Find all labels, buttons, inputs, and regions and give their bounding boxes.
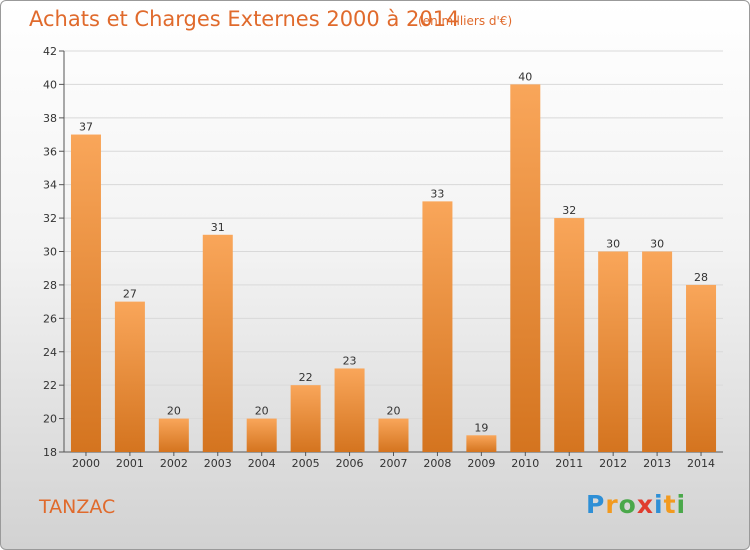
chart-title: Achats et Charges Externes 2000 à 2014 xyxy=(29,7,460,31)
x-tick-label: 2013 xyxy=(643,457,671,470)
bar xyxy=(686,284,717,452)
x-tick-label: 2006 xyxy=(336,457,364,470)
bar xyxy=(466,435,497,452)
bar xyxy=(422,201,453,452)
bar xyxy=(70,134,101,452)
logo-letter: P xyxy=(586,490,606,519)
bar-value-label: 20 xyxy=(387,405,401,418)
logo-letter: t xyxy=(663,490,677,519)
bar-value-label: 20 xyxy=(167,405,181,418)
bar-value-label: 31 xyxy=(211,221,225,234)
bar-value-label: 33 xyxy=(430,187,444,200)
y-tick-label: 32 xyxy=(43,212,57,225)
bar-value-label: 23 xyxy=(343,354,357,367)
x-tick-label: 2001 xyxy=(116,457,144,470)
bars xyxy=(70,84,717,453)
logo-letter: i xyxy=(654,490,664,519)
bar xyxy=(246,418,277,452)
y-tick-label: 20 xyxy=(43,413,57,426)
y-tick-label: 28 xyxy=(43,279,57,292)
x-tick-label: 2005 xyxy=(292,457,320,470)
bar-value-label: 40 xyxy=(518,70,532,83)
bar-value-label: 19 xyxy=(474,421,488,434)
x-tick-label: 2010 xyxy=(511,457,539,470)
x-tick-label: 2003 xyxy=(204,457,232,470)
bar-value-label: 28 xyxy=(694,271,708,284)
chart-subtitle: (en milliers d'€) xyxy=(418,14,513,28)
bar xyxy=(554,218,585,452)
bar xyxy=(290,385,321,452)
bar-value-label: 37 xyxy=(79,121,93,134)
y-tick-label: 34 xyxy=(43,179,57,192)
bar-value-label: 27 xyxy=(123,288,137,301)
x-tick-label: 2002 xyxy=(160,457,188,470)
y-tick-label: 22 xyxy=(43,379,57,392)
proxiti-logo[interactable]: Proxiti xyxy=(586,490,686,519)
x-tick-label: 2009 xyxy=(467,457,495,470)
bar-value-label: 20 xyxy=(255,405,269,418)
bar-value-label: 30 xyxy=(650,238,664,251)
bar xyxy=(378,418,409,452)
x-tick-label: 2008 xyxy=(423,457,451,470)
logo-letter: r xyxy=(605,490,619,519)
bar xyxy=(334,368,365,452)
bar xyxy=(158,418,189,452)
logo-letter: o xyxy=(618,490,637,519)
y-tick-label: 18 xyxy=(43,446,57,459)
x-tick-label: 2004 xyxy=(248,457,276,470)
bar xyxy=(202,234,233,452)
bar xyxy=(114,301,145,452)
y-tick-label: 24 xyxy=(43,346,57,359)
commune-name: TANZAC xyxy=(39,496,116,518)
y-tick-label: 40 xyxy=(43,78,57,91)
bar-value-label: 22 xyxy=(299,371,313,384)
labels: 18 20 22 24 26 28 30 32 34 36 38 40 42 37 2000 27 2001 20… xyxy=(43,45,715,470)
y-tick-label: 38 xyxy=(43,112,57,125)
y-tick-label: 42 xyxy=(43,45,57,58)
bar xyxy=(642,251,673,452)
x-tick-label: 2007 xyxy=(380,457,408,470)
y-tick-label: 36 xyxy=(43,145,57,158)
bar xyxy=(598,251,629,452)
logo-letter: x xyxy=(636,490,654,519)
logo-letter: i xyxy=(676,490,687,519)
bar-value-label: 30 xyxy=(606,238,620,251)
bar-value-label: 32 xyxy=(562,204,576,217)
x-tick-label: 2014 xyxy=(687,457,715,470)
y-tick-label: 26 xyxy=(43,312,57,325)
y-tick-label: 30 xyxy=(43,246,57,259)
bar xyxy=(510,84,541,453)
x-tick-label: 2000 xyxy=(72,457,100,470)
x-tick-label: 2011 xyxy=(555,457,583,470)
x-tick-label: 2012 xyxy=(599,457,627,470)
